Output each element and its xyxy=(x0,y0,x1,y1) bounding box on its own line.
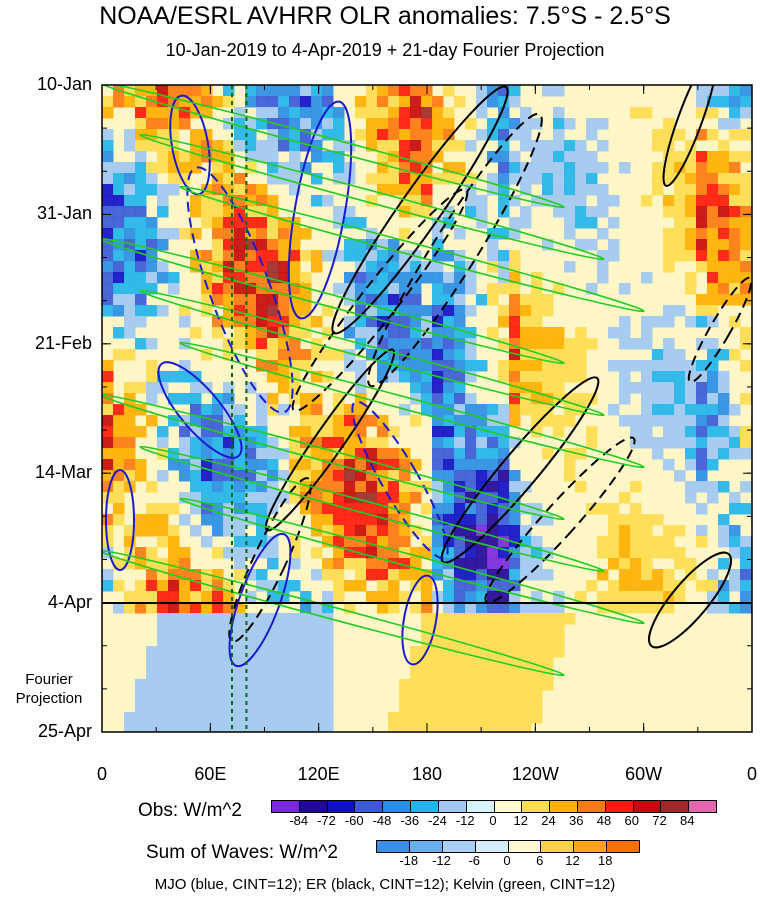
colorbar-level-label: 18 xyxy=(598,853,613,868)
colorbar-level-label: -6 xyxy=(468,853,481,868)
colorbar-level-label: -24 xyxy=(428,813,447,828)
colorbar-cell xyxy=(410,801,438,812)
chart-title: NOAA/ESRL AVHRR OLR anomalies: 7.5°S - 2… xyxy=(99,2,671,30)
colorbar-cell xyxy=(573,841,607,852)
colorbar-level-label: 48 xyxy=(596,813,612,828)
colorbar-cell xyxy=(377,841,409,852)
y-tick-label: 25-Apr xyxy=(37,721,92,741)
colorbar-cell xyxy=(272,801,299,812)
colorbar-cell xyxy=(507,841,541,852)
x-tick-label: 60W xyxy=(625,764,663,784)
axis-ticks xyxy=(101,84,753,733)
projection-label-2: Projection xyxy=(15,690,83,707)
obs-legend-label: Obs: W/m^2 xyxy=(138,800,242,821)
colorbar-cell xyxy=(576,801,605,812)
y-tick-label: 31-Jan xyxy=(36,203,92,224)
colorbar-cell xyxy=(688,801,716,812)
colorbar-cell xyxy=(382,801,411,812)
legend-footer: MJO (blue, CINT=12); ER (black, CINT=12)… xyxy=(154,876,616,893)
colorbar-cell xyxy=(298,801,327,812)
waves-legend-label: Sum of Waves: W/m^2 xyxy=(146,842,338,863)
colorbar-level-label: -12 xyxy=(432,853,451,868)
colorbar-cell xyxy=(465,801,494,812)
obs-colorbar xyxy=(271,800,717,813)
colorbar-cell xyxy=(632,801,661,812)
x-tick-label: 0 xyxy=(746,764,757,784)
colorbar-level-label: 12 xyxy=(513,813,528,828)
colorbar-level-label: 12 xyxy=(565,853,580,868)
chart-subtitle: 10-Jan-2019 to 4-Apr-2019 + 21-day Fouri… xyxy=(165,40,605,60)
colorbar-cell xyxy=(474,841,508,852)
wave-contours xyxy=(102,85,752,732)
waves-colorbar xyxy=(376,840,640,853)
colorbar-cell xyxy=(408,841,442,852)
colorbar-cell xyxy=(521,801,550,812)
x-tick-label: 60E xyxy=(194,764,227,784)
colorbar-level-label: 84 xyxy=(680,813,695,828)
colorbar-cell xyxy=(660,801,689,812)
colorbar-level-label: 0 xyxy=(503,853,511,868)
colorbar-cell xyxy=(549,801,577,812)
colorbar-level-label: 72 xyxy=(652,813,667,828)
x-tick-label: 120E xyxy=(297,764,340,784)
y-tick-label: 21-Feb xyxy=(34,332,92,353)
colorbar-cell xyxy=(326,801,355,812)
colorbar-level-label: 60 xyxy=(624,813,639,828)
colorbar-level-label: -36 xyxy=(400,813,420,828)
y-tick-label: 14-Mar xyxy=(34,462,92,483)
colorbar-cell xyxy=(540,841,574,852)
colorbar-cell xyxy=(437,801,466,812)
olr-anomaly-field xyxy=(102,85,752,732)
colorbar-level-label: -12 xyxy=(455,813,475,828)
colorbar-cell xyxy=(604,801,633,812)
colorbar-level-label: -48 xyxy=(372,813,392,828)
x-tick-label: 0 xyxy=(96,764,107,784)
colorbar-level-label: -72 xyxy=(317,813,336,828)
colorbar-cell xyxy=(441,841,475,852)
x-tick-label: 180 xyxy=(411,764,443,784)
colorbar-level-label: 0 xyxy=(489,813,497,828)
colorbar-level-label: -18 xyxy=(399,853,419,868)
y-tick-label: 4-Apr xyxy=(47,591,92,612)
colorbar-cell xyxy=(606,841,639,852)
projection-label-1: Fourier xyxy=(25,671,73,688)
colorbar-level-label: 24 xyxy=(541,813,556,828)
colorbar-cell xyxy=(354,801,383,812)
colorbar-level-label: -60 xyxy=(344,813,364,828)
y-tick-label: 10-Jan xyxy=(36,74,92,94)
colorbar-level-label: 6 xyxy=(536,853,544,868)
colorbar-level-label: -84 xyxy=(289,813,309,828)
colorbar-cell xyxy=(493,801,522,812)
x-tick-label: 120W xyxy=(511,764,559,784)
colorbar-level-label: 36 xyxy=(569,813,584,828)
